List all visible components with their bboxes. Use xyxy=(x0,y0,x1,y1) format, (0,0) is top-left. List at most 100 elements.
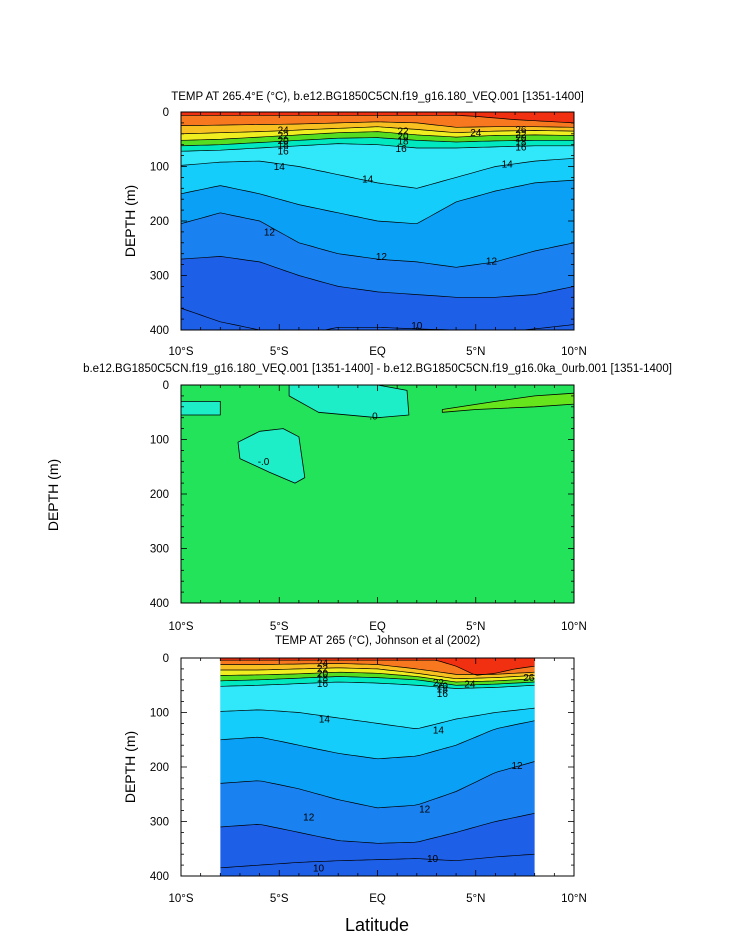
contour-label: 12 xyxy=(511,761,523,772)
diff-region-1 xyxy=(181,400,221,416)
isotherm-14 xyxy=(181,157,574,189)
ticks-2 xyxy=(180,384,575,604)
panel-title: b.e12.BG1850C5CN.f19_g16.180_VEQ.001 [13… xyxy=(83,363,672,375)
contour-label: 14 xyxy=(502,159,514,170)
diff-region-4 xyxy=(441,392,574,413)
isotherm-10 xyxy=(220,853,535,869)
contour-label: .0 xyxy=(369,412,378,423)
contour-label: 22 xyxy=(397,127,409,138)
isotherm-18 xyxy=(181,137,574,147)
isotherm-11 xyxy=(220,812,535,844)
isotherm-18 xyxy=(220,676,535,686)
contour-label: 22 xyxy=(317,664,329,675)
panel-3: 24222018161414222018162426121212101010°S… xyxy=(122,635,587,905)
contour-label: 12 xyxy=(486,256,498,267)
contour-label: 14 xyxy=(433,725,445,736)
ytick-label: 400 xyxy=(150,325,169,337)
xtick-label: 10°S xyxy=(168,621,193,633)
isotherm-22 xyxy=(181,126,574,135)
isotherm-12 xyxy=(220,761,535,809)
contour-label: 20 xyxy=(278,136,290,147)
panel-ylabel: DEPTH (m) xyxy=(122,185,138,257)
ytick-label: 200 xyxy=(150,216,169,228)
ytick-label: 0 xyxy=(163,653,169,665)
diff-region-3 xyxy=(237,428,306,484)
isotherm-11 xyxy=(181,256,574,298)
no-data-left xyxy=(181,658,221,876)
xtick-label: 10°S xyxy=(168,346,193,358)
xtick-label: 5°S xyxy=(270,893,289,905)
contour-label: 18 xyxy=(437,685,449,696)
ytick-label: 200 xyxy=(150,762,169,774)
contour-label: 20 xyxy=(397,131,409,142)
panel-2: .0 -.0 10°S 5°S EQ 5°N 10°N 0 100 200 300 400 b.e12.… xyxy=(83,363,672,633)
isotherm-20 xyxy=(220,671,535,683)
isotherm-22 xyxy=(220,667,535,680)
no-data-right xyxy=(534,658,574,876)
contour-label: 12 xyxy=(419,804,431,815)
xtick-label: 10°N xyxy=(561,621,587,633)
isotherm-13 xyxy=(181,179,574,225)
ytick-label: 100 xyxy=(150,435,169,447)
contour-label: 22 xyxy=(433,678,445,689)
ticks-3 xyxy=(180,657,575,877)
ytick-label: 0 xyxy=(163,107,169,119)
contour-label: 14 xyxy=(362,175,374,186)
isotherm-16 xyxy=(220,681,535,689)
contour-label: 20 xyxy=(515,134,527,145)
contour-label: 18 xyxy=(397,136,409,147)
ytick-label: 400 xyxy=(150,871,169,883)
contour-label: 12 xyxy=(264,227,276,238)
diff-region-2 xyxy=(288,385,410,419)
contour-label: 20 xyxy=(317,669,329,680)
xtick-label: EQ xyxy=(369,346,386,358)
panel-ylabel: DEPTH (m) xyxy=(122,731,138,803)
contour-label: 22 xyxy=(278,131,290,142)
xtick-label: 10°N xyxy=(561,893,587,905)
ytick-label: 100 xyxy=(150,162,169,174)
ytick-label: 100 xyxy=(150,708,169,720)
isotherm-12 xyxy=(181,212,574,268)
xtick-label: 5°N xyxy=(466,346,485,358)
contour-label: 24 xyxy=(278,125,290,136)
contour-label: 14 xyxy=(274,162,286,173)
ytick-label: 400 xyxy=(150,598,169,610)
contour-label: 16 xyxy=(278,147,290,158)
contour-label: 14 xyxy=(319,715,331,726)
xtick-label: 5°N xyxy=(466,893,485,905)
ytick-label: 200 xyxy=(150,489,169,501)
panel-2-ylabel: DEPTH (m) xyxy=(45,459,61,531)
ytick-label: 300 xyxy=(150,544,169,556)
contour-label: 24 xyxy=(464,680,476,691)
ticks-1 xyxy=(180,111,575,331)
contour-label: 16 xyxy=(396,144,408,155)
contour-label: 20 xyxy=(437,681,449,692)
contour-label: 18 xyxy=(515,137,527,148)
contour-label: 26 xyxy=(515,125,527,136)
xtick-label: 10°N xyxy=(561,346,587,358)
xtick-label: EQ xyxy=(369,621,386,633)
panel-title: TEMP AT 265 (°C), Johnson et al (2002) xyxy=(275,635,480,647)
contour-label: 16 xyxy=(515,142,527,153)
contour-label: 16 xyxy=(317,679,329,690)
ytick-label: 0 xyxy=(163,380,169,392)
contour-label: 24 xyxy=(317,658,329,669)
contour-label: -.0 xyxy=(258,457,270,468)
contour-label: 10 xyxy=(411,321,423,332)
xtick-label: 5°S xyxy=(270,621,289,633)
contour-label: 10 xyxy=(427,854,439,865)
xtick-label: 5°S xyxy=(270,346,289,358)
figure-xlabel: Latitude xyxy=(345,915,409,935)
isotherm-24 xyxy=(181,121,574,128)
xtick-label: 5°N xyxy=(466,621,485,633)
panel-title: TEMP AT 265.4°E (°C), b.e12.BG1850C5CN.f… xyxy=(171,91,584,103)
plot-area-2: .0 -.0 xyxy=(181,385,574,603)
ytick-label: 300 xyxy=(150,817,169,829)
xtick-label: EQ xyxy=(369,893,386,905)
band-26 xyxy=(220,658,535,676)
isotherm-14 xyxy=(220,707,535,729)
